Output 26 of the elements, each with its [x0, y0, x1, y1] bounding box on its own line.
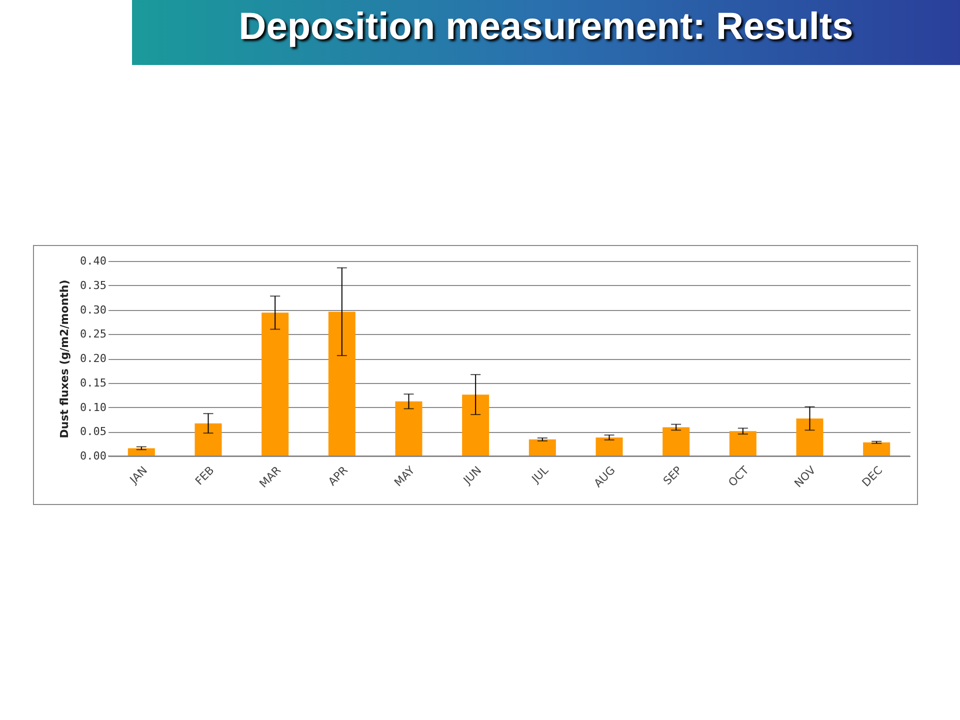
y-tick-label: 0.15	[80, 376, 106, 390]
y-tick-label: 0.10	[80, 400, 106, 414]
bar	[395, 401, 422, 456]
bar	[328, 312, 356, 456]
bar	[662, 427, 690, 456]
chart-title: Deposition measurement: Results	[238, 6, 854, 49]
bar	[462, 394, 490, 456]
y-tick-label: 0.05	[80, 425, 106, 438]
bar	[194, 423, 222, 456]
y-tick-label: 0.30	[80, 303, 106, 316]
bar	[729, 431, 756, 456]
bar	[528, 439, 556, 456]
bar	[128, 448, 155, 456]
bar	[863, 442, 890, 456]
y-tick-label: 0.25	[80, 328, 106, 341]
y-tick-label: 0.00	[80, 450, 106, 462]
x-tick-label: JUL	[528, 463, 552, 486]
y-tick-label: 0.40	[80, 254, 106, 268]
bar	[596, 437, 623, 456]
y-tick-label: 0.20	[80, 352, 106, 365]
x-tick-label: SEP	[660, 464, 685, 488]
x-tick-label: FEB	[192, 464, 217, 488]
y-tick-label: 0.35	[80, 278, 106, 292]
bar	[796, 418, 824, 456]
bar	[262, 312, 289, 456]
y-axis-title: Dust fluxes (g/m2/month)	[58, 280, 72, 438]
